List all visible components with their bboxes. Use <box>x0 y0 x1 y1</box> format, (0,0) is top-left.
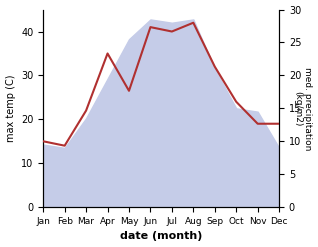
X-axis label: date (month): date (month) <box>120 231 202 242</box>
Y-axis label: med. precipitation
(kg/m2): med. precipitation (kg/m2) <box>293 67 313 150</box>
Y-axis label: max temp (C): max temp (C) <box>5 75 16 142</box>
